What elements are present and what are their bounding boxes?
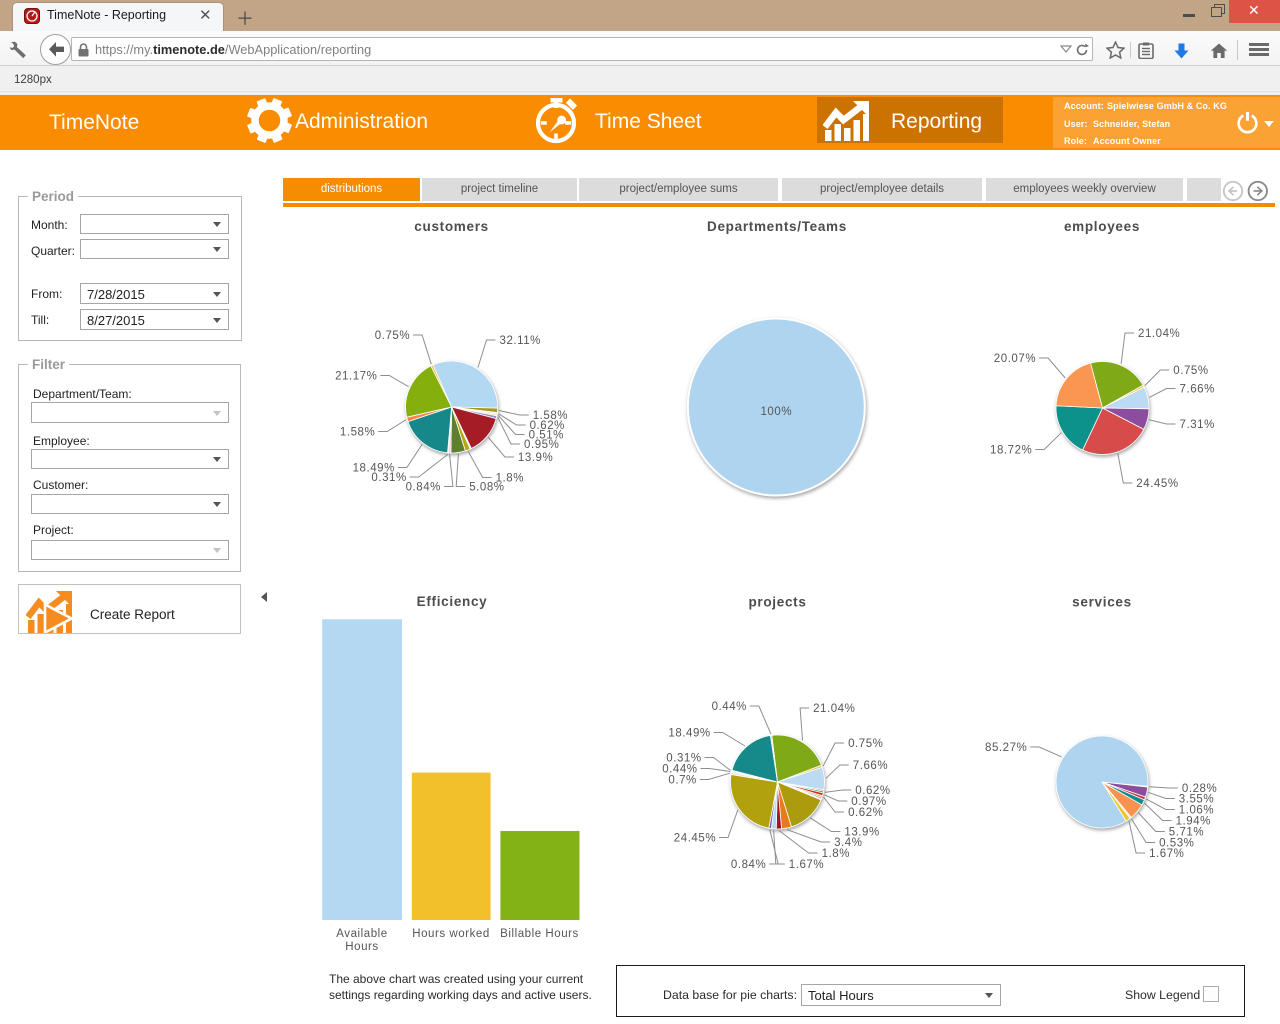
svg-text:0.51%: 0.51%: [529, 430, 564, 442]
svg-text:Efficiency: Efficiency: [417, 594, 488, 609]
svg-text:24.45%: 24.45%: [1136, 478, 1178, 490]
svg-text:21.04%: 21.04%: [813, 703, 855, 715]
svg-text:18.72%: 18.72%: [990, 445, 1032, 457]
svg-text:services: services: [1072, 595, 1132, 610]
svg-text:0.7%: 0.7%: [668, 775, 696, 787]
svg-text:7.66%: 7.66%: [853, 760, 888, 772]
svg-text:1.8%: 1.8%: [496, 473, 524, 485]
svg-text:100%: 100%: [760, 406, 792, 418]
svg-text:Departments/Teams: Departments/Teams: [707, 219, 847, 234]
svg-text:7.31%: 7.31%: [1180, 419, 1215, 431]
svg-text:13.9%: 13.9%: [844, 827, 879, 839]
svg-text:3.4%: 3.4%: [834, 837, 862, 849]
svg-text:1.58%: 1.58%: [340, 427, 375, 439]
svg-text:1.67%: 1.67%: [789, 859, 824, 871]
svg-text:0.75%: 0.75%: [848, 738, 883, 750]
svg-text:0.75%: 0.75%: [1173, 365, 1208, 377]
svg-text:0.95%: 0.95%: [524, 439, 559, 451]
svg-text:0.84%: 0.84%: [406, 482, 441, 494]
svg-text:Hours worked: Hours worked: [412, 928, 490, 940]
svg-text:Billable Hours: Billable Hours: [500, 928, 579, 940]
svg-text:85.27%: 85.27%: [985, 742, 1027, 754]
svg-text:5.71%: 5.71%: [1169, 827, 1204, 839]
svg-text:32.11%: 32.11%: [500, 335, 541, 347]
svg-text:0.28%: 0.28%: [1182, 783, 1217, 795]
svg-text:0.44%: 0.44%: [662, 764, 697, 776]
svg-text:21.17%: 21.17%: [335, 371, 377, 383]
svg-text:0.97%: 0.97%: [851, 796, 886, 808]
svg-text:customers: customers: [414, 219, 489, 234]
svg-text:0.31%: 0.31%: [371, 472, 406, 484]
svg-text:0.84%: 0.84%: [731, 859, 766, 871]
svg-text:1.8%: 1.8%: [822, 848, 850, 860]
svg-text:projects: projects: [748, 595, 806, 610]
svg-text:0.44%: 0.44%: [712, 701, 747, 713]
svg-text:7.66%: 7.66%: [1180, 384, 1215, 396]
svg-text:Available: Available: [336, 928, 387, 940]
svg-text:Hours: Hours: [345, 941, 378, 953]
svg-text:13.9%: 13.9%: [518, 452, 553, 464]
svg-text:1.06%: 1.06%: [1179, 805, 1214, 817]
svg-text:0.62%: 0.62%: [855, 785, 890, 797]
svg-text:0.53%: 0.53%: [1159, 838, 1194, 850]
svg-text:employees: employees: [1064, 219, 1140, 234]
svg-text:21.04%: 21.04%: [1138, 328, 1180, 340]
svg-text:1.94%: 1.94%: [1176, 816, 1211, 828]
svg-text:3.55%: 3.55%: [1179, 794, 1214, 806]
svg-text:0.62%: 0.62%: [848, 807, 883, 819]
svg-text:18.49%: 18.49%: [668, 728, 710, 740]
svg-text:0.62%: 0.62%: [530, 420, 565, 432]
svg-text:5.08%: 5.08%: [469, 482, 504, 494]
svg-text:0.75%: 0.75%: [375, 330, 410, 342]
svg-text:20.07%: 20.07%: [994, 353, 1036, 365]
svg-text:24.45%: 24.45%: [674, 833, 716, 845]
svg-text:1.58%: 1.58%: [533, 410, 568, 422]
svg-text:0.31%: 0.31%: [666, 753, 701, 765]
svg-text:1.67%: 1.67%: [1149, 848, 1184, 860]
svg-text:18.49%: 18.49%: [353, 463, 395, 475]
